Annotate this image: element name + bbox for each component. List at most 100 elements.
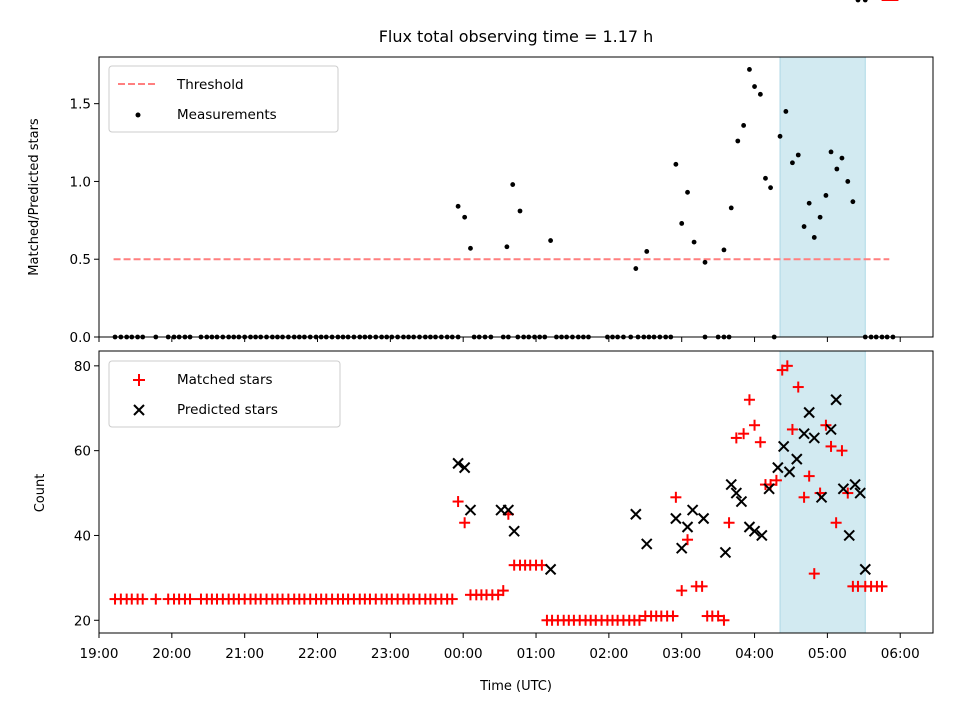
measurement-point <box>850 199 856 205</box>
predicted-star-point <box>808 432 820 444</box>
measurement-point <box>548 238 553 243</box>
bottom-y-axis-label: Count <box>33 474 48 513</box>
matched-star-point <box>667 610 679 622</box>
measurement-point <box>811 235 817 240</box>
predicted-star-point <box>849 478 861 491</box>
bottom-y-tick-label: 40 <box>74 528 91 544</box>
x-tick-label: 19:00 <box>80 646 119 662</box>
x-tick-label: 00:00 <box>444 646 483 662</box>
measurement-point <box>855 0 861 3</box>
measurement-point <box>763 175 768 181</box>
matched-star-point <box>676 585 688 597</box>
matched-star-point <box>446 593 458 605</box>
x-tick-label: 22:00 <box>298 646 337 662</box>
measurement-point <box>839 155 845 161</box>
predicted-star-point <box>815 491 828 504</box>
measurement-point <box>817 214 823 220</box>
matched-star-point <box>137 593 149 605</box>
top-y-tick-label: 1.0 <box>70 174 91 190</box>
measurement-point <box>845 179 851 184</box>
matched-star-point <box>743 394 755 406</box>
x-tick-label: 23:00 <box>371 646 410 662</box>
predicted-legend-label: Predicted stars <box>177 402 278 418</box>
predicted-star-point <box>798 427 810 440</box>
x-tick-label: 01:00 <box>517 646 556 662</box>
measurement-point <box>828 149 834 155</box>
matched-star-point <box>150 593 162 605</box>
predicted-star-point <box>502 504 515 516</box>
predicted-star-point <box>830 394 842 406</box>
predicted-star-point <box>544 563 557 576</box>
matched-star-point <box>770 474 782 486</box>
chart-title: Flux total observing time = 1.17 h <box>379 27 654 46</box>
x-axis-label: Time (UTC) <box>479 679 552 694</box>
matched-star-point <box>497 585 509 597</box>
measurement-point <box>728 205 734 211</box>
predicted-stars-points <box>452 394 871 576</box>
bottom-y-ticks: 20 40 60 80 <box>74 359 99 629</box>
matched-star-point <box>452 496 464 508</box>
matched-star-point <box>803 470 815 482</box>
measurements-legend-swatch <box>135 112 141 118</box>
measurement-point <box>801 224 807 229</box>
measurement-point <box>510 182 516 187</box>
measurement-point <box>790 160 795 166</box>
measurement-point <box>862 0 868 3</box>
measurement-point <box>777 133 783 139</box>
predicted-star-point <box>803 406 815 419</box>
predicted-star-point <box>772 461 784 474</box>
matched-star-point <box>696 580 708 592</box>
predicted-star-point <box>791 453 803 465</box>
matched-stars-points <box>109 0 899 626</box>
predicted-star-point <box>748 525 761 537</box>
measurement-point <box>735 138 741 144</box>
predicted-star-point <box>508 525 520 537</box>
predicted-star-point <box>854 487 866 499</box>
x-tick-label: 04:00 <box>735 646 774 662</box>
matched-star-point <box>670 491 682 503</box>
top-panel: 0.0 0.5 1.0 1.5 Matched/Predicted stars Thr… <box>27 0 934 346</box>
measurement-point <box>673 161 679 167</box>
top-y-tick-label: 1.5 <box>70 97 91 113</box>
predicted-star-point <box>825 423 837 436</box>
matched-star-point <box>876 580 888 592</box>
measurement-point <box>702 259 708 265</box>
x-tick-label: 06:00 <box>881 646 920 662</box>
matched-star-point <box>459 517 471 529</box>
matched-star-point <box>798 491 810 503</box>
measurement-point <box>783 109 789 114</box>
predicted-star-point <box>725 478 737 491</box>
matched-legend-label: Matched stars <box>177 372 273 388</box>
bottom-x-ticks: 19:00 20:00 21:00 22:00 23:00 00:00 01:00 02:00… <box>80 633 920 662</box>
predicted-star-point <box>670 512 682 525</box>
top-y-axis-label: Matched/Predicted stars <box>27 118 42 276</box>
measurement-point <box>685 189 690 195</box>
matched-star-point <box>792 381 804 393</box>
predicted-star-point <box>686 504 699 516</box>
top-axes-frame <box>98 56 934 338</box>
matched-star-point <box>830 517 842 529</box>
bottom-legend: Matched stars Predicted stars <box>108 360 341 428</box>
matched-star-point <box>184 593 196 605</box>
matched-star-point <box>723 517 735 529</box>
predicted-star-point <box>630 508 642 520</box>
measurement-point <box>504 244 510 250</box>
bottom-y-tick-label: 20 <box>74 613 91 629</box>
measurement-point <box>806 200 812 206</box>
matched-star-point <box>730 432 742 444</box>
measurement-point <box>795 152 801 158</box>
measurement-point <box>752 84 757 89</box>
x-tick-label: 05:00 <box>808 646 847 662</box>
measurement-point <box>768 185 773 191</box>
matched-star-point <box>836 445 848 457</box>
x-tick-label: 03:00 <box>662 646 701 662</box>
measurement-point <box>462 214 468 220</box>
measurement-point <box>834 166 840 172</box>
matched-star-point <box>738 428 750 440</box>
matched-star-point <box>749 419 761 431</box>
bottom-y-tick-label: 60 <box>74 444 91 460</box>
measurement-point <box>721 247 727 253</box>
measurement-point <box>757 91 763 97</box>
measurement-points <box>112 0 896 340</box>
matched-star-point <box>712 610 724 622</box>
